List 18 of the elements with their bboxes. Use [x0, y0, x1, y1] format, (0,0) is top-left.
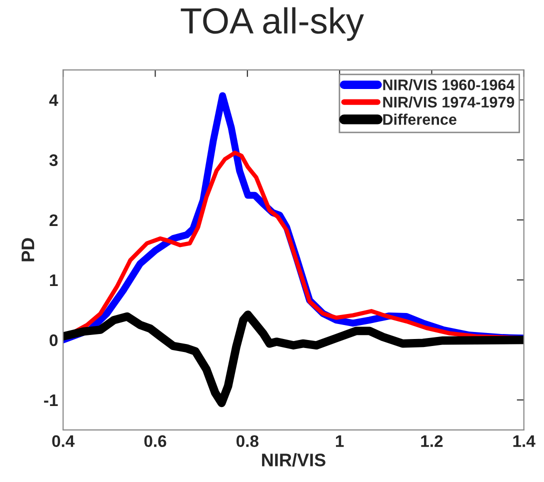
- y-tick-label: -1: [44, 394, 58, 406]
- x-tick-label: 0.8: [236, 435, 258, 448]
- x-tick-label: 0.6: [144, 435, 166, 448]
- y-tick-label: 2: [50, 214, 58, 226]
- x-tick-label: 0.4: [52, 435, 75, 448]
- x-tick-label: 1: [336, 435, 344, 447]
- legend-label: NIR/VIS 1960-1964: [383, 79, 515, 90]
- y-tick-label: 3: [49, 154, 58, 166]
- x-tick-label: 1.2: [421, 435, 443, 447]
- y-tick-label: 0: [50, 334, 58, 346]
- legend-label: NIR/VIS 1974-1979: [383, 96, 514, 108]
- chart-title: TOA all-sky: [180, 7, 364, 41]
- y-tick-label: 4: [49, 94, 58, 106]
- x-tick-label: 1.4: [513, 435, 536, 447]
- x-axis-title: NIR/VIS: [262, 453, 326, 467]
- legend-label: Difference: [383, 114, 456, 125]
- y-axis-title: PD: [22, 238, 34, 262]
- y-tick-label: 1: [50, 274, 58, 286]
